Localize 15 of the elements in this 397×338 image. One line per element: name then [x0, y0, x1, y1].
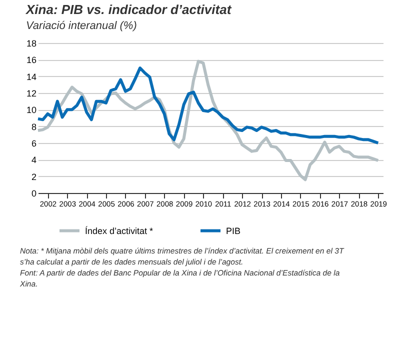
- y-tick-label: 12: [26, 88, 36, 98]
- y-tick-label: 4: [31, 155, 36, 166]
- y-tick-label: 18: [26, 38, 36, 48]
- legend-label: PIB: [226, 226, 241, 236]
- y-tick-label: 16: [26, 55, 36, 66]
- chart-subtitle: Variació interanual (%): [26, 20, 138, 32]
- y-tick-label: 10: [26, 105, 36, 116]
- line-series: [36, 66, 380, 144]
- y-tick-label: 0: [31, 188, 36, 198]
- y-tick-label: 6: [31, 138, 36, 148]
- y-tick-label: 8: [31, 122, 36, 132]
- chart-title: Xina: PIB vs. indicador d’activitat: [24, 2, 232, 17]
- y-tick-label: 14: [26, 72, 36, 82]
- legend-label: Índex d’activitat *: [85, 226, 154, 236]
- y-tick-label: 2: [31, 172, 36, 182]
